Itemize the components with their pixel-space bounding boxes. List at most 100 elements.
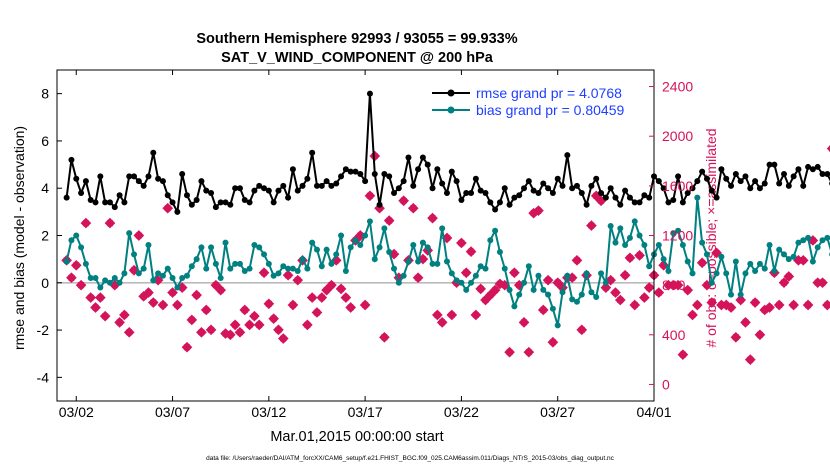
rmse-point bbox=[612, 194, 619, 201]
rmse-point bbox=[236, 185, 243, 192]
obs-point bbox=[191, 289, 202, 301]
bias-point bbox=[366, 218, 373, 225]
rmse-point bbox=[501, 185, 508, 192]
obs-point bbox=[196, 326, 207, 338]
bias-point bbox=[106, 279, 113, 286]
rmse-point bbox=[169, 199, 176, 206]
rmse-point bbox=[819, 171, 826, 178]
obs-point bbox=[335, 283, 347, 295]
rmse-point bbox=[73, 175, 80, 182]
rmse-point bbox=[732, 171, 739, 178]
obs-point bbox=[224, 329, 236, 341]
obs-point bbox=[133, 230, 145, 241]
rmse-point bbox=[362, 178, 369, 185]
bias-point bbox=[776, 246, 783, 253]
rmse-point bbox=[728, 182, 735, 189]
bias-point bbox=[472, 272, 479, 279]
obs-point bbox=[634, 250, 645, 261]
obs-point bbox=[639, 292, 650, 303]
rmse-point bbox=[275, 187, 282, 194]
bias-point bbox=[410, 241, 417, 248]
bias-point bbox=[549, 305, 556, 312]
obs-point bbox=[504, 346, 515, 358]
obs-point bbox=[624, 252, 636, 264]
right-tick-label: 2000 bbox=[662, 128, 693, 144]
obs-point bbox=[533, 205, 544, 217]
obs-point bbox=[446, 309, 458, 321]
obs-point bbox=[672, 279, 684, 291]
bias-point bbox=[227, 265, 234, 272]
bias-point bbox=[381, 225, 388, 232]
rmse-point bbox=[477, 187, 484, 194]
obs-point bbox=[821, 299, 830, 311]
bias-point bbox=[521, 279, 528, 286]
rmse-point bbox=[328, 182, 335, 189]
rmse-point bbox=[766, 161, 773, 168]
rmse-point bbox=[405, 154, 412, 161]
obs-point bbox=[489, 284, 501, 296]
rmse-point bbox=[357, 171, 364, 178]
left-tick-label: 8 bbox=[41, 86, 49, 102]
bias-point bbox=[78, 244, 85, 251]
obs-point bbox=[576, 324, 588, 336]
rmse-point bbox=[453, 178, 460, 185]
obs-point bbox=[287, 299, 299, 311]
obs-point bbox=[268, 313, 279, 324]
x-axis-label: Mar.01,2015 00:00:00 start bbox=[270, 429, 443, 445]
obs-point bbox=[359, 299, 371, 311]
rmse-point bbox=[554, 175, 561, 182]
rmse-point bbox=[78, 189, 85, 196]
bias-point bbox=[371, 256, 378, 263]
left-axis: -4 -2 0 2 4 6 8 bbox=[37, 86, 62, 385]
bias-point bbox=[183, 272, 190, 279]
rmse-point bbox=[631, 199, 638, 206]
bias-point bbox=[824, 234, 830, 241]
rmse-point bbox=[261, 185, 268, 192]
bias-point bbox=[511, 303, 518, 310]
right-axis-label: # of obs: o=possible; ×=assimilated bbox=[703, 128, 719, 347]
obs-point bbox=[547, 336, 559, 348]
rmse-point bbox=[371, 171, 378, 178]
rmse-point bbox=[395, 185, 402, 192]
rmse-point bbox=[92, 199, 99, 206]
bias-point bbox=[126, 230, 133, 237]
rmse-point bbox=[655, 178, 662, 185]
rmse-point bbox=[747, 185, 754, 192]
rmse-point bbox=[689, 185, 696, 192]
left-tick-label: 4 bbox=[41, 180, 49, 196]
bias-point bbox=[573, 298, 580, 305]
rmse-point bbox=[424, 161, 431, 168]
rmse-point bbox=[265, 187, 272, 194]
rmse-point bbox=[578, 189, 585, 196]
obs-point bbox=[456, 237, 467, 249]
rmse-point bbox=[468, 189, 475, 196]
rmse-point bbox=[670, 197, 677, 204]
bias-point bbox=[362, 232, 369, 239]
rmse-point bbox=[771, 161, 778, 168]
rmse-point bbox=[203, 187, 210, 194]
rmse-point bbox=[588, 182, 595, 189]
bias-point bbox=[458, 279, 465, 286]
rmse-point bbox=[179, 171, 186, 178]
obs-point bbox=[345, 302, 357, 313]
bias-point bbox=[569, 296, 576, 303]
bias-point bbox=[150, 277, 157, 284]
bias-point bbox=[338, 232, 345, 239]
rmse-point bbox=[742, 173, 749, 180]
rmse-point bbox=[227, 201, 234, 208]
obs-point bbox=[788, 299, 799, 311]
bias-point bbox=[689, 270, 696, 277]
bias-point bbox=[588, 289, 595, 296]
obs-point bbox=[725, 302, 737, 313]
bias-point bbox=[439, 225, 446, 232]
rmse-point bbox=[723, 175, 730, 182]
obs-point bbox=[783, 271, 795, 282]
obs-point bbox=[465, 246, 477, 257]
rmse-point bbox=[660, 185, 667, 192]
rmse-point bbox=[241, 197, 248, 204]
bias-point bbox=[795, 239, 802, 246]
obs-point bbox=[104, 217, 116, 229]
bias-point bbox=[232, 260, 239, 267]
bias-point bbox=[809, 258, 816, 265]
